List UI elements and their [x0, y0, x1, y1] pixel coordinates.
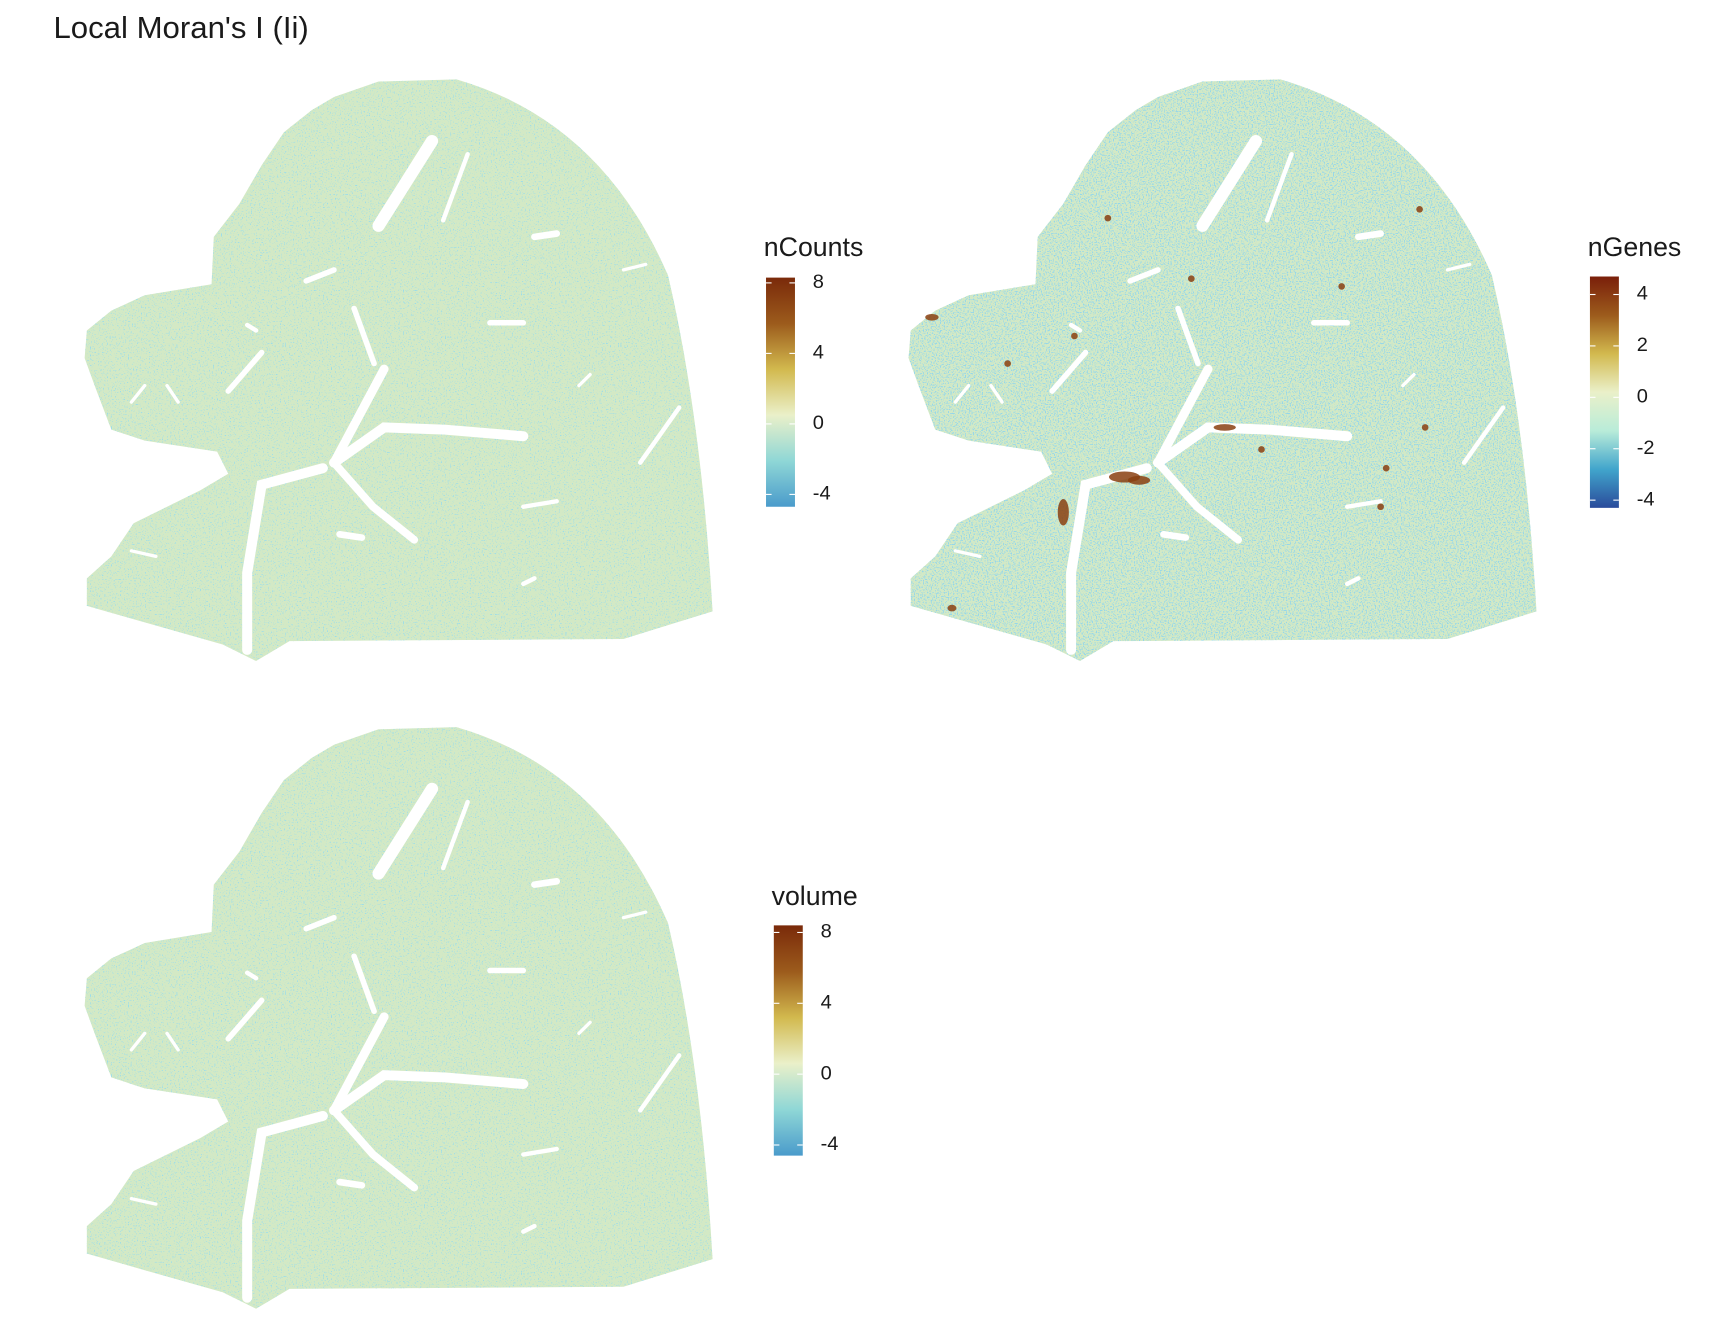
- tick-label: 4: [821, 992, 832, 1014]
- hotspot: [1382, 464, 1390, 472]
- tick-label: 0: [1637, 386, 1648, 408]
- tick-label: 0: [813, 412, 824, 434]
- colorbar: [766, 277, 795, 507]
- hotspot: [1127, 475, 1151, 485]
- legend-title: volume: [772, 881, 858, 911]
- speckle: [84, 79, 713, 661]
- hotspot: [1188, 275, 1195, 283]
- tick-label: -2: [1637, 437, 1655, 459]
- speckle: [908, 79, 1537, 661]
- tick-label: 4: [1637, 283, 1648, 305]
- hotspot: [925, 313, 939, 321]
- hotspot: [1104, 214, 1112, 222]
- tick-label: -4: [813, 483, 831, 505]
- tick-label: 8: [813, 271, 824, 293]
- noise: [84, 79, 713, 661]
- hotspot: [1416, 206, 1423, 213]
- noise: [908, 79, 1537, 661]
- hotspot: [1258, 446, 1265, 453]
- speckle: [84, 727, 713, 1309]
- hotspot: [1377, 503, 1384, 511]
- tick-label: -4: [1637, 488, 1655, 510]
- tissue-map: [908, 79, 1537, 661]
- colorbar: [773, 925, 803, 1156]
- tissue-map: [84, 79, 713, 661]
- tick-label: 4: [813, 342, 824, 364]
- colorbar: [1589, 276, 1619, 508]
- chart-title: Local Moran's I (Ii): [53, 10, 308, 45]
- tick-label: -4: [821, 1133, 839, 1155]
- tick-label: 2: [1637, 334, 1648, 356]
- tick-label: 0: [821, 1062, 832, 1084]
- tissue-map: [84, 727, 713, 1309]
- hotspot: [1004, 360, 1011, 367]
- legend-title: nGenes: [1588, 232, 1682, 262]
- hotspot: [1071, 332, 1078, 340]
- hotspot: [947, 604, 957, 612]
- hotspot: [1421, 424, 1429, 431]
- tick-label: 8: [821, 921, 832, 943]
- legend-title: nCounts: [764, 232, 864, 262]
- hotspot: [1057, 499, 1069, 526]
- hotspot: [1213, 424, 1236, 431]
- hotspot: [1338, 283, 1345, 290]
- noise: [84, 727, 713, 1309]
